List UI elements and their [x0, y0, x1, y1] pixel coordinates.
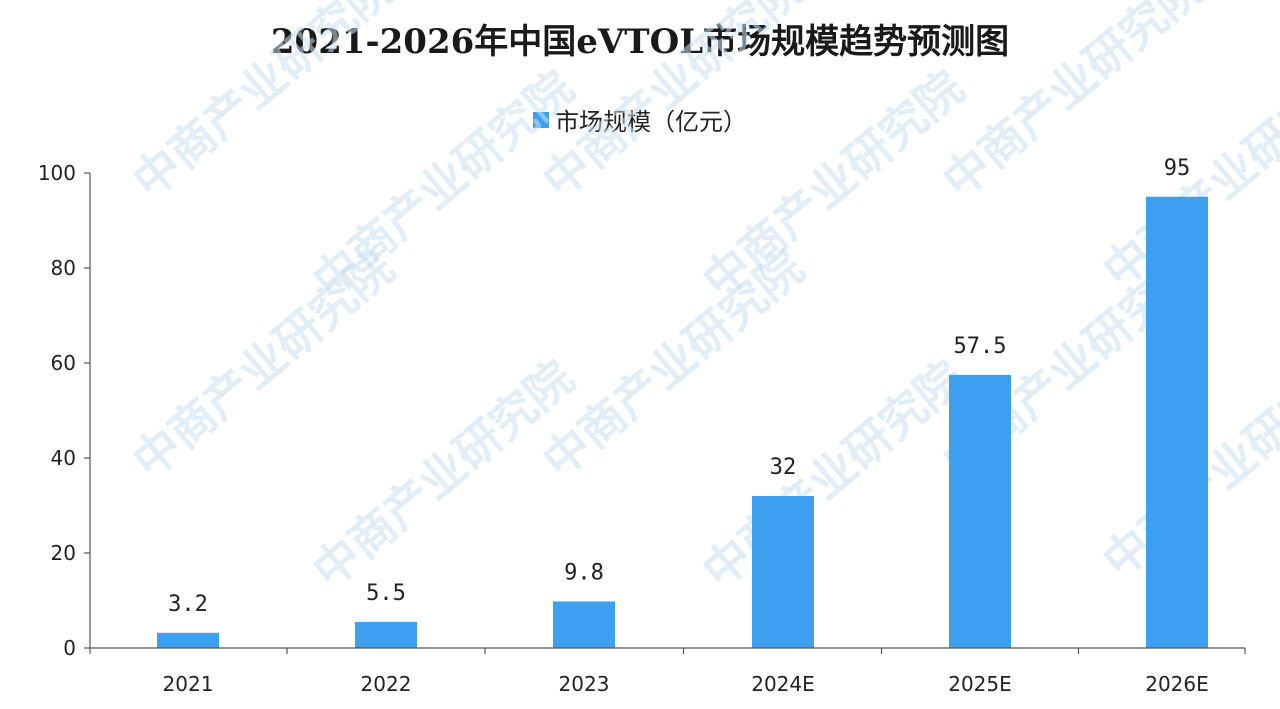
y-tick-label: 80: [51, 256, 76, 280]
data-label: 5.5: [366, 581, 406, 606]
x-tick-label: 2024E: [751, 672, 815, 696]
bar: [355, 621, 417, 648]
chart-legend: 市场规模（亿元）: [0, 102, 1280, 137]
watermark-layer: 中商产业研究院中商产业研究院中商产业研究院中商产业研究院中商产业研究院中商产业研…: [122, 0, 1280, 598]
watermark-text: 中商产业研究院: [532, 240, 813, 488]
x-tick-label: 2021: [163, 672, 214, 696]
bar: [1146, 196, 1208, 648]
bar: [157, 632, 219, 648]
data-label: 95: [1164, 156, 1191, 181]
bar: [752, 496, 814, 648]
y-tick-label: 60: [51, 351, 76, 375]
watermark-text: 中商产业研究院: [122, 0, 403, 208]
y-tick-label: 20: [51, 541, 76, 565]
bar: [949, 374, 1011, 648]
chart-title: 2021-2026年中国eVTOL市场规模趋势预测图: [270, 22, 1010, 62]
data-label: 3.2: [168, 592, 208, 617]
y-tick-label: 100: [38, 161, 76, 185]
watermark-text: 中商产业研究院: [122, 240, 403, 488]
data-label: 57.5: [954, 334, 1007, 359]
watermark-text: 中商产业研究院: [692, 350, 973, 598]
bars-group: [157, 196, 1208, 648]
bar: [553, 601, 615, 648]
x-tick-label: 2022: [361, 672, 412, 696]
labels-group: 0 20 40 60 80 100 3.2 2021 5.5 2022 9.8 2023 32 2024E…: [38, 156, 1209, 696]
y-tick-label: 40: [51, 446, 76, 470]
axes-group: [84, 172, 1246, 654]
legend-swatch: [533, 111, 549, 128]
watermark-text: 中商产业研究院: [302, 350, 583, 598]
x-tick-label: 2026E: [1145, 672, 1209, 696]
legend-label: 市场规模（亿元）: [555, 108, 747, 136]
data-label: 9.8: [564, 560, 604, 585]
x-tick-label: 2023: [559, 672, 610, 696]
data-label: 32: [770, 455, 797, 480]
y-tick-label: 0: [63, 636, 76, 660]
x-tick-label: 2025E: [948, 672, 1012, 696]
watermark-text: 中商产业研究院: [692, 60, 973, 308]
